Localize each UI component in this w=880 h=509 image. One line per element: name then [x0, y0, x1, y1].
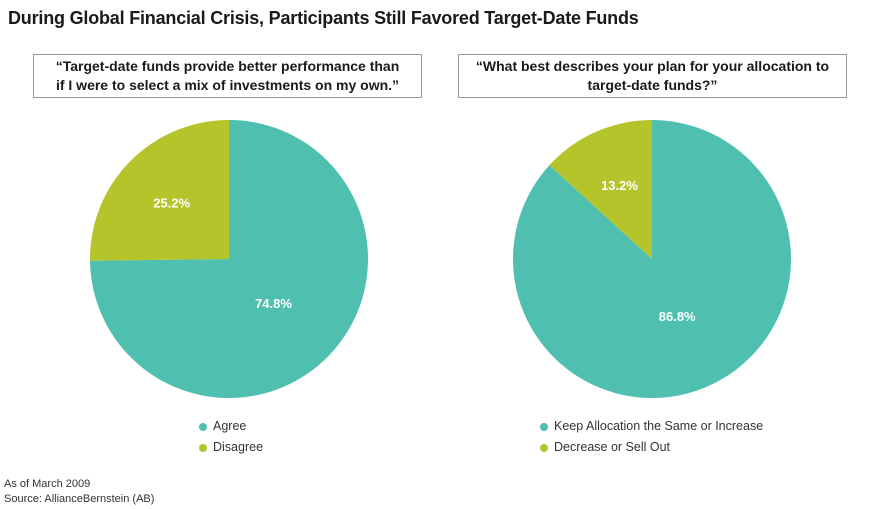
legend-swatch-decrease	[540, 444, 548, 452]
right-pie-slice-0	[512, 120, 791, 398]
left-question-box: “Target-date funds provide better perfor…	[33, 54, 422, 98]
left-question-line-1: “Target-date funds provide better perfor…	[55, 58, 400, 74]
legend-item-decrease: Decrease or Sell Out	[540, 437, 763, 458]
left-pie-slice-1	[89, 120, 229, 261]
right-pie-chart: 86.8% 13.2%	[512, 120, 791, 398]
right-pie-slice-1	[549, 120, 652, 259]
left-pie-slice-0	[90, 120, 368, 398]
left-pie-label-1: 25.2%	[153, 195, 190, 210]
left-legend: Agree Disagree	[199, 416, 263, 458]
right-legend: Keep Allocation the Same or Increase Dec…	[540, 416, 763, 458]
legend-swatch-agree	[199, 423, 207, 431]
legend-swatch-keep	[540, 423, 548, 431]
right-pie-label-0: 86.8%	[659, 309, 696, 324]
legend-label-disagree: Disagree	[213, 440, 264, 454]
legend-item-disagree: Disagree	[199, 437, 263, 458]
source-note: Source: AllianceBernstein (AB)	[4, 493, 155, 505]
right-pie-label-1: 13.2%	[601, 178, 638, 193]
legend-label-decrease: Decrease or Sell Out	[554, 440, 671, 454]
legend-item-keep: Keep Allocation the Same or Increase	[540, 416, 763, 437]
left-question-line-2: if I were to select a mix of investments…	[55, 77, 400, 93]
right-question-line-2: target-date funds?”	[587, 77, 718, 93]
footnote: As of March 2009	[4, 478, 91, 490]
right-question-box: “What best describes your plan for your …	[458, 54, 847, 98]
legend-item-agree: Agree	[199, 416, 263, 437]
legend-label-keep: Keep Allocation the Same or Increase	[554, 419, 764, 433]
legend-swatch-disagree	[199, 444, 207, 452]
chart-title: During Global Financial Crisis, Particip…	[8, 8, 639, 28]
right-question-line-1: “What best describes your plan for your …	[475, 58, 830, 74]
legend-label-agree: Agree	[213, 419, 247, 433]
left-pie-label-0: 74.8%	[255, 296, 292, 311]
left-pie-chart: 74.8% 25.2%	[89, 120, 368, 398]
